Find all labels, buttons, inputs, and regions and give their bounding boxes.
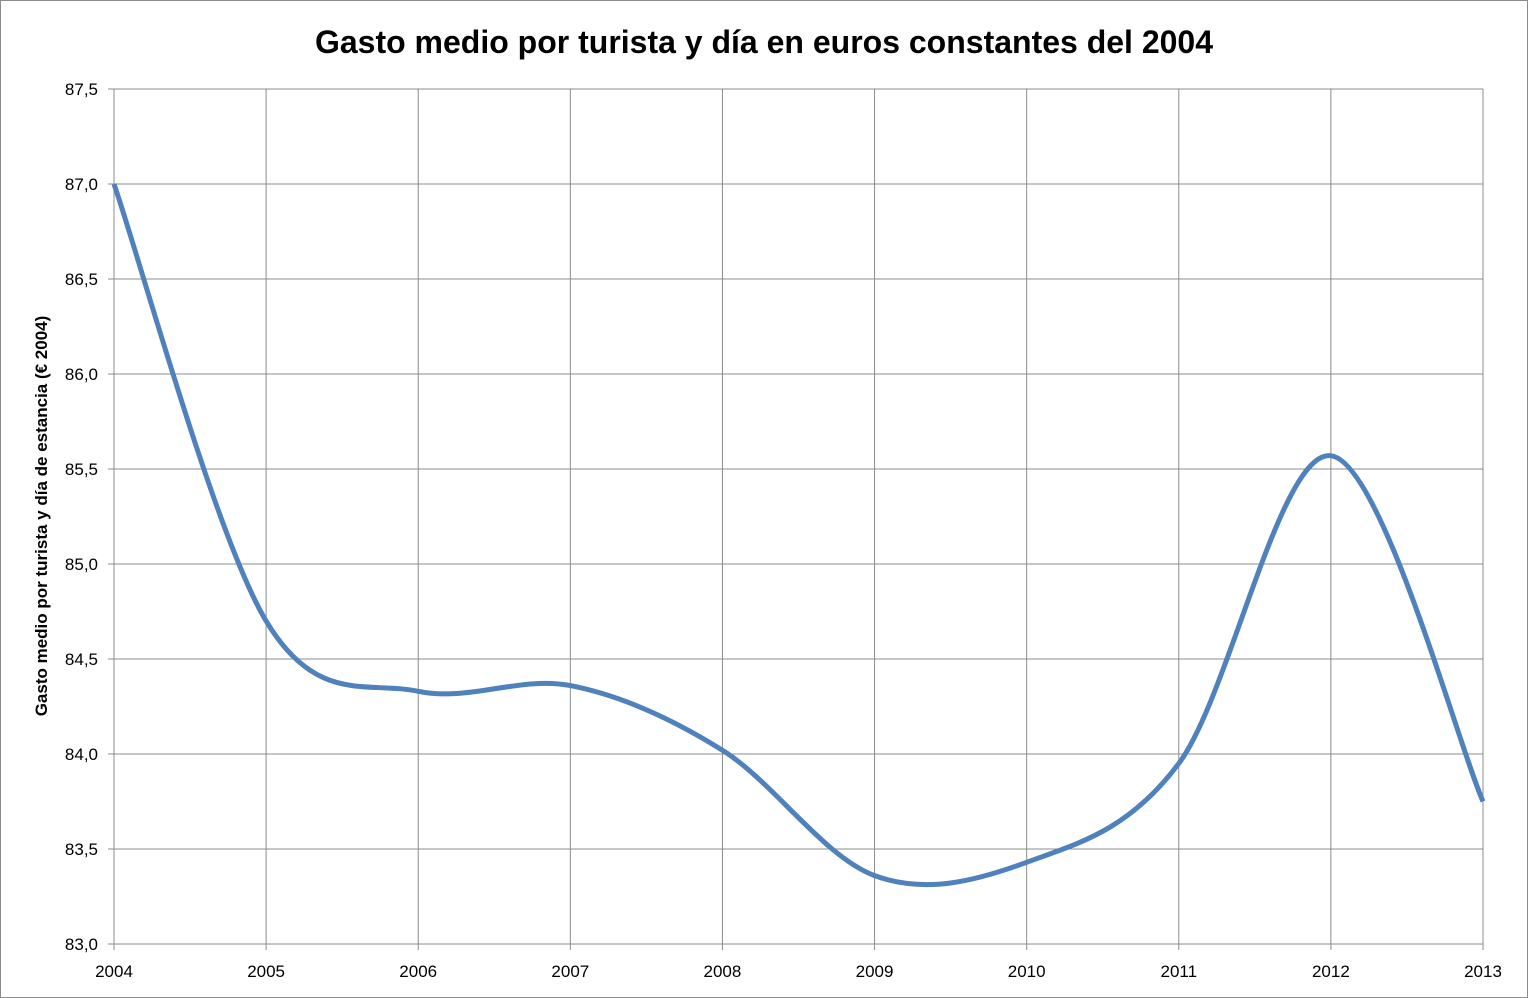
x-tick-label: 2005 — [247, 962, 285, 981]
y-tick-label: 86,5 — [65, 270, 98, 289]
x-tick-label: 2007 — [551, 962, 589, 981]
y-tick-label: 85,5 — [65, 460, 98, 479]
y-tick-label: 85,0 — [65, 555, 98, 574]
y-tick-label: 86,0 — [65, 365, 98, 384]
x-tick-label: 2011 — [1160, 962, 1197, 981]
x-tick-label: 2012 — [1312, 962, 1350, 981]
y-tick-label: 84,0 — [65, 745, 98, 764]
x-tick-label: 2009 — [856, 962, 894, 981]
y-axis-label: Gasto medio por turista y día de estanci… — [32, 316, 51, 717]
x-tick-label: 2006 — [399, 962, 437, 981]
axes — [108, 88, 1484, 950]
x-tick-label: 2013 — [1464, 962, 1502, 981]
tick-labels: 83,0 83,5 84,0 84,5 85,0 85,5 86,0 86,5 87,0 87,5… — [65, 80, 1502, 981]
chart-title: Gasto medio por turista y día en euros c… — [315, 24, 1213, 60]
series — [111, 183, 1486, 888]
x-tick-label: 2008 — [704, 962, 742, 981]
x-tick-label: 2004 — [95, 962, 133, 981]
y-tick-label: 83,0 — [65, 935, 98, 954]
y-tick-label: 84,5 — [65, 650, 98, 669]
y-tick-label: 87,0 — [65, 175, 98, 194]
y-tick-label: 87,5 — [65, 80, 98, 99]
y-tick-label: 83,5 — [65, 840, 98, 859]
series-line — [111, 183, 1486, 888]
x-tick-label: 2010 — [1008, 962, 1046, 981]
